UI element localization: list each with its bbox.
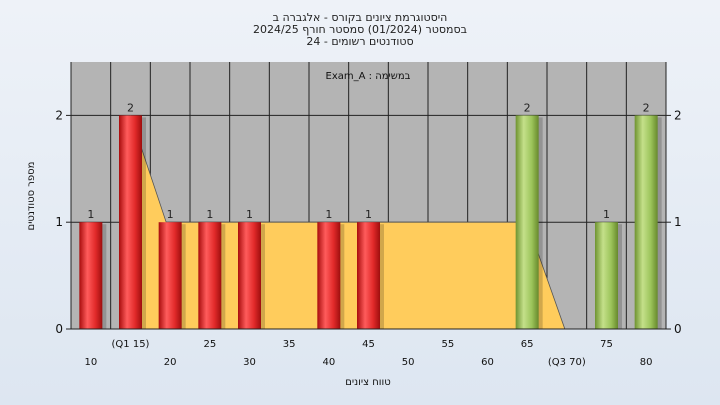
bar-data-label: 1 [87, 208, 94, 221]
x-tick-label: 75 [600, 339, 613, 350]
x-tick-label: 65 [521, 339, 534, 350]
bar-data-label: 2 [643, 101, 650, 114]
x-tick-label: 25 [203, 339, 216, 350]
x-tick-label: 40 [322, 357, 335, 368]
x-tick-label: 50 [402, 357, 415, 368]
x-tick-label: (Q3 70) [548, 357, 586, 368]
bar [595, 222, 618, 329]
chart-title: היסטוגרמת ציונים בקורס - אלגברה ב [272, 11, 448, 24]
y-tick-label-right: 1 [674, 215, 682, 229]
bar [357, 222, 380, 329]
bar [238, 222, 261, 329]
bar [119, 115, 142, 330]
bar-data-label: 1 [365, 208, 372, 221]
bar [198, 222, 222, 329]
x-tick-label: 55 [441, 339, 454, 350]
chart-subtitle-2: סטודנטים רשומים - 24 [306, 35, 414, 48]
x-tick-label: 80 [640, 357, 653, 368]
y-axis-title: מספר סטודנטים [26, 162, 37, 231]
bar-data-label: 1 [206, 208, 213, 221]
y-tick-label-right: 0 [674, 322, 682, 336]
y-tick-label: 0 [55, 322, 63, 336]
x-tick-label: 10 [84, 357, 97, 368]
bar-data-label: 1 [603, 208, 610, 221]
bar-data-label: 2 [127, 101, 134, 114]
bar-data-label: 1 [325, 208, 332, 221]
y-tick-label: 1 [55, 215, 63, 229]
legend-label: Exam_A : במשימה [326, 71, 411, 82]
bar [158, 222, 182, 329]
x-tick-label: 35 [283, 339, 296, 350]
chart-subtitle: בסמסטר (01/2024) סמסטר חורף 2024/25 [253, 23, 467, 36]
x-tick-label: (Q1 15) [112, 339, 150, 350]
x-tick-label: 30 [243, 357, 256, 368]
y-tick-label-right: 2 [674, 108, 682, 122]
bar [317, 222, 341, 329]
bar-data-label: 1 [246, 208, 253, 221]
bar [79, 222, 103, 329]
bar-data-label: 2 [524, 101, 531, 114]
bar [634, 115, 658, 330]
y-tick-label: 2 [55, 108, 63, 122]
x-tick-label: 45 [362, 339, 375, 350]
bar-data-label: 1 [167, 208, 174, 221]
x-tick-label: 60 [481, 357, 494, 368]
x-axis-title: טווח ציונים [345, 377, 390, 388]
bar [515, 115, 539, 330]
x-tick-label: 20 [164, 357, 177, 368]
